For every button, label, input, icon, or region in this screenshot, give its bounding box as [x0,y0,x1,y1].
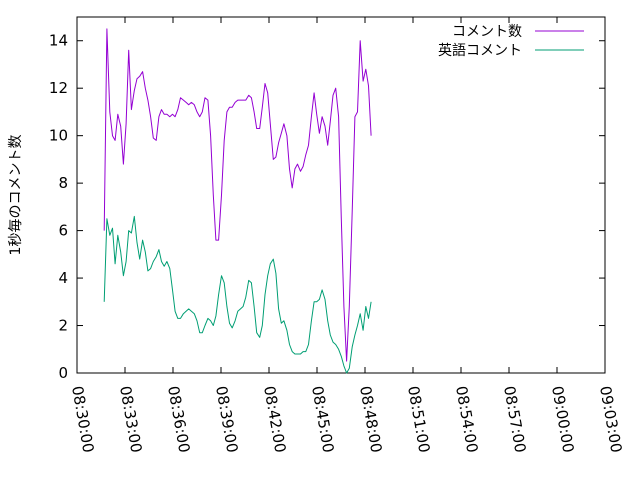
y-tick-label: 10 [49,127,68,145]
x-tick-label: 08:51:00 [404,385,433,454]
x-tick-label: 08:33:00 [116,385,145,454]
x-tick-label: 09:03:00 [596,385,625,454]
legend-label: 英語コメント [438,42,522,59]
y-axis: 0 2 4 6 8 10 12 14 [49,32,605,382]
x-tick-label: 08:45:00 [308,385,337,454]
x-tick-label: 08:57:00 [500,385,529,454]
y-tick-label: 0 [58,364,68,382]
x-tick-label: 08:42:00 [260,385,289,454]
plot-frame [76,16,606,374]
x-tick-label: 08:39:00 [212,385,241,454]
series-line-2 [103,215,372,374]
x-tick-label: 08:36:00 [164,385,193,454]
x-tick-label: 09:00:00 [548,385,577,454]
y-tick-label: 8 [58,174,68,192]
x-tick-label: 08:54:00 [452,385,481,454]
series-group [103,28,372,374]
x-axis: 08:30:00 08:33:00 08:36:00 08:39:00 08:42:00… [68,17,625,454]
x-tick-label: 08:30:00 [68,385,97,454]
y-tick-label: 2 [58,317,68,335]
series-line-1 [103,28,372,362]
y-tick-label: 4 [58,269,68,287]
y-tick-label: 12 [49,79,68,97]
x-tick-label: 08:48:00 [356,385,385,454]
y-axis-title: 1秒毎のコメント数 [8,135,24,256]
y-tick-label: 14 [49,32,68,50]
legend-label: コメント数 [452,24,522,40]
y-tick-label: 6 [58,222,68,240]
